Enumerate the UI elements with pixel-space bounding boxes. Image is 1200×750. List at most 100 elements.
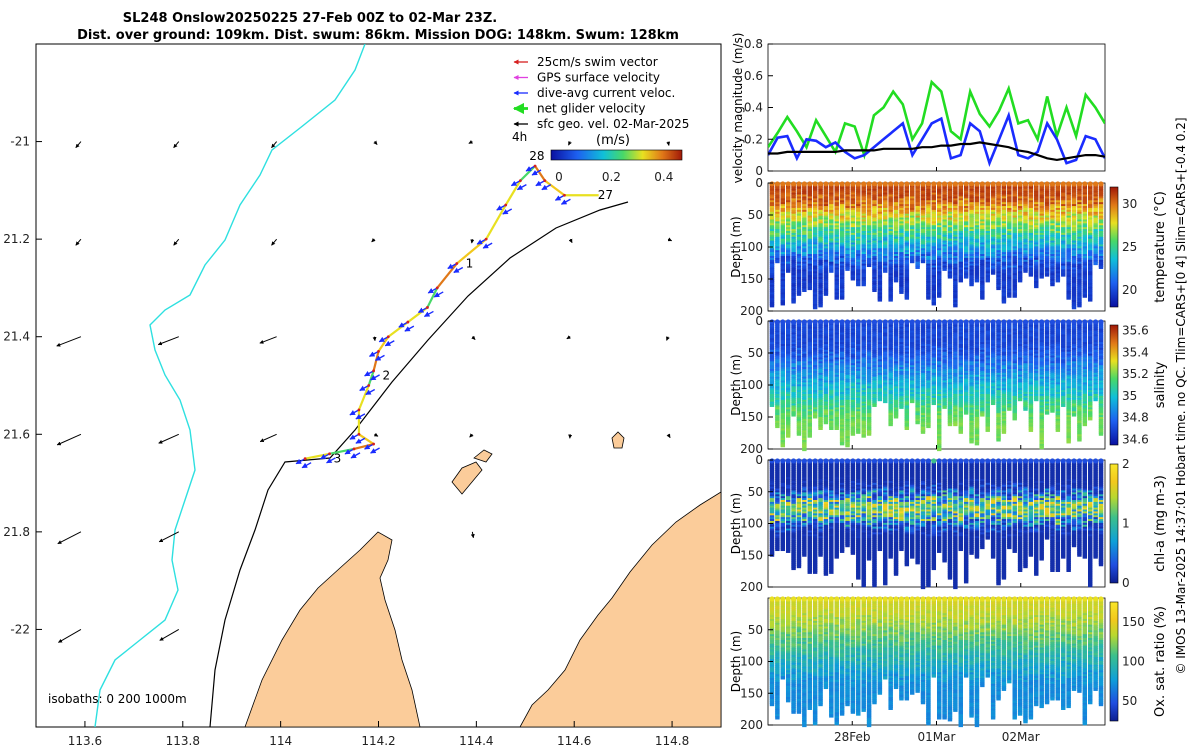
current-vector xyxy=(350,452,361,459)
cast-cell xyxy=(791,372,796,377)
cast-cell xyxy=(1012,263,1017,268)
cast-cell xyxy=(1034,279,1039,283)
cast-cell xyxy=(791,215,796,220)
cast-cell xyxy=(985,240,990,244)
cast-cell xyxy=(1071,202,1077,206)
cast-cell xyxy=(953,254,958,258)
cast-cell xyxy=(969,248,974,252)
cast-cell xyxy=(780,322,785,327)
cast-cell xyxy=(974,265,980,269)
cast-cell xyxy=(1001,184,1007,189)
cast-cell xyxy=(791,338,796,342)
cast-cell xyxy=(856,386,861,390)
cast-cell xyxy=(780,257,785,262)
cast-cell xyxy=(856,279,861,283)
cast-cell xyxy=(1001,288,1007,292)
cast-cell xyxy=(947,221,953,225)
cast-cell xyxy=(769,324,775,329)
cast-cell xyxy=(1071,288,1077,292)
cast-cell xyxy=(1050,261,1055,266)
cast-cell xyxy=(769,190,775,195)
cast-cell xyxy=(1007,286,1012,291)
cast-cell xyxy=(1061,184,1066,189)
cast-cell xyxy=(839,294,845,298)
cast-cell xyxy=(893,267,899,271)
cast-surface-dot xyxy=(861,181,867,187)
cast-cell xyxy=(947,217,953,221)
cast-cell xyxy=(845,227,850,231)
cast-cell xyxy=(796,392,802,396)
cast-cell xyxy=(996,279,1001,283)
cast-cell xyxy=(904,213,910,218)
cast-cell xyxy=(818,384,823,388)
cast-cell xyxy=(780,298,785,302)
cast-cell xyxy=(775,355,780,359)
cast-cell xyxy=(1066,269,1071,273)
cast-cell xyxy=(856,213,861,218)
cast-cell xyxy=(1071,261,1077,266)
velocity-panel: 00.20.40.60.8 velocity magnitude (m/s) xyxy=(731,33,1106,183)
cast-cell xyxy=(936,257,942,262)
cast-cell xyxy=(785,188,791,193)
cast-cell xyxy=(953,211,958,216)
cast-cell xyxy=(834,338,839,342)
cast-cell xyxy=(796,397,802,402)
cast-cell xyxy=(807,265,812,269)
profile-cast xyxy=(1049,181,1056,287)
cast-cell xyxy=(775,384,780,388)
cast-cell xyxy=(866,202,872,206)
cast-cell xyxy=(807,422,812,427)
cast-cell xyxy=(1088,223,1093,227)
geo-vector xyxy=(259,433,277,443)
cast-cell xyxy=(931,227,937,231)
cast-cell xyxy=(796,428,802,432)
cast-cell xyxy=(818,194,823,198)
cast-cell xyxy=(1039,234,1044,239)
cast-cell xyxy=(1050,250,1055,254)
cast-cell xyxy=(926,202,931,206)
cast-cell xyxy=(990,225,996,229)
cast-cell xyxy=(899,259,904,264)
cast-cell xyxy=(791,399,796,404)
cast-cell xyxy=(888,324,893,329)
cast-cell xyxy=(807,198,812,202)
cast-cell xyxy=(888,376,893,381)
cast-cell xyxy=(1017,213,1023,218)
cast-cell xyxy=(845,186,850,191)
cast-cell xyxy=(915,221,920,225)
cast-cell xyxy=(829,405,834,409)
cast-cell xyxy=(796,192,802,196)
cast-cell xyxy=(1071,194,1077,198)
cast-cell xyxy=(791,194,796,198)
cast-cell xyxy=(980,273,985,277)
cast-cell xyxy=(1066,263,1071,268)
cast-cell xyxy=(1098,255,1104,260)
cast-cell xyxy=(1001,221,1007,225)
cast-cell xyxy=(839,231,845,235)
cast-cell xyxy=(845,257,850,262)
cast-cell xyxy=(850,334,856,338)
cast-cell xyxy=(1066,200,1071,204)
cast-cell xyxy=(872,263,877,268)
cast-cell xyxy=(812,367,818,371)
cast-cell xyxy=(796,279,802,283)
cast-cell xyxy=(1077,206,1082,210)
cast-cell xyxy=(834,403,839,407)
cast-cell xyxy=(872,186,877,191)
cast-cell xyxy=(1055,257,1061,262)
cast-cell xyxy=(877,188,883,193)
cast-cell xyxy=(910,231,915,235)
cast-cell xyxy=(839,438,845,442)
cast-cell xyxy=(823,365,829,369)
cast-cell xyxy=(1077,200,1082,204)
cast-cell xyxy=(1023,231,1028,235)
cast-cell xyxy=(926,280,931,285)
cast-cell xyxy=(812,330,818,334)
cast-cell xyxy=(769,211,775,216)
cast-cell xyxy=(791,255,796,260)
cast-cell xyxy=(769,207,775,212)
cast-cell xyxy=(931,257,937,262)
cast-cell xyxy=(834,415,839,419)
cast-cell xyxy=(1039,207,1044,212)
cast-cell xyxy=(818,363,823,367)
